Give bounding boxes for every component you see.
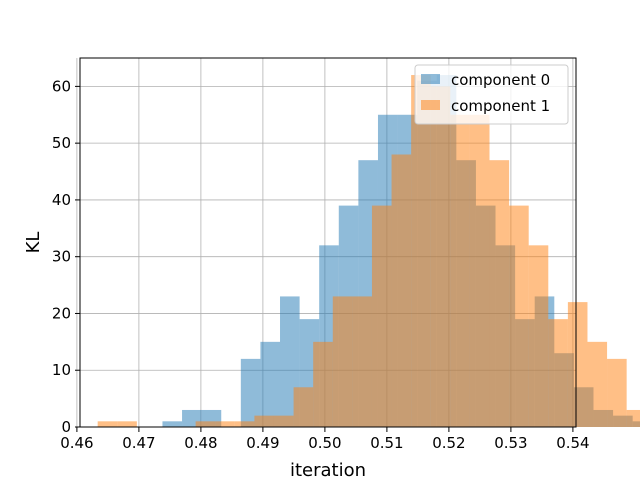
histogram-bar-component-1	[587, 341, 608, 427]
plot-frame	[79, 57, 577, 428]
histogram-bar-component-1	[607, 358, 627, 427]
legend: component 0 component 1	[414, 64, 569, 125]
x-tick-label: 0.50	[308, 434, 341, 452]
legend-label-component-1: component 1	[451, 97, 550, 115]
histogram-bar-component-1	[352, 296, 372, 427]
histogram-bar-component-1	[528, 245, 549, 427]
legend-box	[414, 64, 569, 125]
y-tick-label: 0	[61, 418, 71, 436]
y-tick-label: 50	[52, 134, 71, 152]
histogram-bar-component-1	[332, 296, 353, 427]
legend-swatch-component-0	[421, 74, 440, 84]
y-tick-label: 20	[52, 304, 71, 322]
x-axis-label: iteration	[290, 460, 366, 480]
histogram-bar-component-1	[117, 421, 137, 427]
x-tick-label: 0.53	[494, 434, 527, 452]
legend-label-component-0: component 0	[451, 71, 550, 89]
histogram-bar-component-1	[626, 409, 640, 427]
histogram-bar-component-1	[195, 421, 216, 427]
y-tick-label: 10	[52, 361, 71, 379]
histogram-bar-component-1	[469, 114, 490, 428]
histogram-bar-component-1	[273, 415, 294, 427]
histogram-bar-component-0	[162, 421, 183, 427]
histogram-bar-component-1	[450, 114, 470, 428]
histogram-bar-component-0	[240, 358, 261, 427]
y-tick-label: 60	[52, 77, 71, 95]
histogram-bar-component-1	[567, 302, 588, 427]
x-tick-label: 0.48	[184, 434, 217, 452]
histogram-bar-component-1	[489, 160, 510, 427]
tick-marks: 0.46 0.47 0.48 0.49 0.50 0.51 0.52 0.53 0.54 0 10 2…	[52, 77, 590, 452]
x-tick-label: 0.46	[60, 434, 93, 452]
histogram-bar-component-1	[97, 421, 118, 427]
y-tick-label: 40	[52, 191, 71, 209]
x-tick-label: 0.47	[122, 434, 155, 452]
histogram-bar-component-1	[548, 319, 568, 427]
bars-layer	[97, 75, 640, 428]
histogram-bar-component-1	[215, 421, 235, 427]
histogram-bar-component-1	[509, 205, 529, 427]
histogram-bar-component-0	[260, 341, 281, 427]
histogram-bar-component-1	[430, 86, 451, 427]
histogram-bar-component-1	[313, 341, 333, 427]
x-tick-label: 0.52	[432, 434, 465, 452]
histogram-bar-component-1	[254, 415, 274, 427]
legend-swatch-component-1	[421, 100, 440, 110]
histogram-bar-component-1	[411, 75, 431, 428]
histogram-bar-component-1	[293, 387, 314, 427]
histogram-bar-component-1	[234, 421, 255, 427]
x-tick-label: 0.54	[556, 434, 589, 452]
y-tick-label: 30	[52, 248, 71, 266]
y-axis-label: KL	[23, 232, 44, 254]
x-tick-label: 0.51	[370, 434, 403, 452]
histogram-bar-component-1	[391, 154, 412, 427]
x-tick-label: 0.49	[246, 434, 279, 452]
histogram-bar-component-1	[371, 205, 392, 427]
